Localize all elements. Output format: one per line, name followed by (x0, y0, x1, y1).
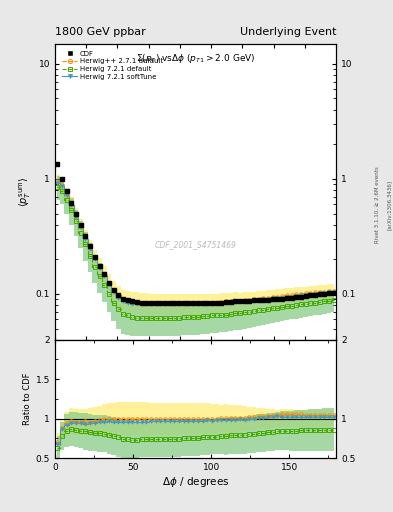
Y-axis label: $\langle p_T^{\rm sum}\rangle$: $\langle p_T^{\rm sum}\rangle$ (18, 177, 33, 207)
X-axis label: $\Delta\phi$ / degrees: $\Delta\phi$ / degrees (162, 475, 230, 489)
Text: [arXiv:1306.3436]: [arXiv:1306.3436] (387, 180, 391, 230)
Text: Rivet 3.1.10, ≥ 2.6M events: Rivet 3.1.10, ≥ 2.6M events (375, 166, 380, 243)
Text: Underlying Event: Underlying Event (239, 27, 336, 37)
Legend: CDF, Herwig++ 2.7.1 default, Herwig 7.2.1 default, Herwig 7.2.1 softTune: CDF, Herwig++ 2.7.1 default, Herwig 7.2.… (59, 48, 166, 82)
Text: 1800 GeV ppbar: 1800 GeV ppbar (55, 27, 146, 37)
Text: CDF_2001_S4751469: CDF_2001_S4751469 (154, 241, 237, 249)
Text: $\Sigma(p_T)\ \mathrm{vs}\Delta\phi\ (p_{T1} > 2.0\ \mathrm{GeV})$: $\Sigma(p_T)\ \mathrm{vs}\Delta\phi\ (p_… (136, 52, 255, 66)
Y-axis label: Ratio to CDF: Ratio to CDF (23, 373, 31, 425)
